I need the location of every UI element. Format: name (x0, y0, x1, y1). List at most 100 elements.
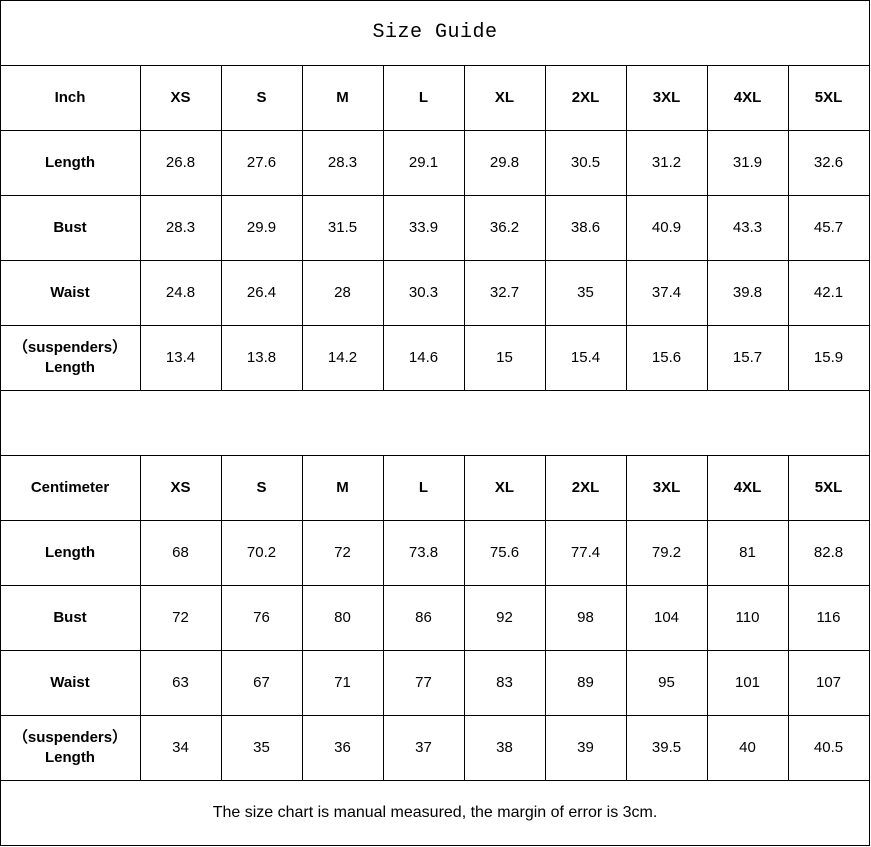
table-cell: 15.6 (651, 348, 682, 366)
grid-line (545, 65, 546, 390)
grid-line (383, 65, 384, 390)
size-header: M (336, 88, 349, 106)
table-cell: 42.1 (813, 283, 844, 301)
table-cell: 110 (735, 608, 760, 626)
table-cell: 26.8 (165, 153, 196, 171)
size-header: XL (494, 88, 515, 106)
table-cell: 32.7 (489, 283, 520, 301)
grid-line (626, 65, 627, 390)
size-header: L (418, 478, 429, 496)
grid-line (0, 455, 870, 456)
size-header: XS (170, 478, 191, 496)
size-header: L (418, 88, 429, 106)
row-label: Bust (53, 218, 87, 236)
table-cell: 26.4 (246, 283, 277, 301)
grid-line (383, 455, 384, 780)
table-cell: 39.5 (651, 738, 682, 756)
table-cell: 67 (253, 673, 270, 691)
size-header: 4XL (733, 478, 762, 496)
grid-line (0, 715, 870, 716)
grid-line (221, 65, 222, 390)
size-header: XL (494, 478, 515, 496)
grid-line (0, 390, 870, 391)
table-cell: 15.7 (732, 348, 763, 366)
table-cell: 28.3 (327, 153, 358, 171)
size-header: 3XL (652, 478, 681, 496)
table-cell: 38.6 (570, 218, 601, 236)
table-cell: 15.9 (813, 348, 844, 366)
table-cell: 75.6 (489, 543, 520, 561)
table-cell: 30.3 (408, 283, 439, 301)
table-cell: 80 (334, 608, 351, 626)
grid-line (707, 455, 708, 780)
grid-line (0, 130, 870, 131)
grid-line (0, 845, 870, 846)
table-cell: 79.2 (651, 543, 682, 561)
grid-line (626, 455, 627, 780)
row-label: Waist (50, 673, 90, 691)
table-cell: 40.5 (813, 738, 844, 756)
row-label: （suspenders） Length (12, 728, 128, 766)
table-cell: 15.4 (570, 348, 601, 366)
table-cell: 15 (496, 348, 513, 366)
grid-line (0, 325, 870, 326)
row-label: （suspenders） Length (12, 338, 128, 376)
table-cell: 29.9 (246, 218, 277, 236)
table-cell: 35 (577, 283, 594, 301)
table-cell: 70.2 (246, 543, 277, 561)
grid-line (0, 585, 870, 586)
unit-header: Centimeter (30, 478, 110, 496)
size-header: 2XL (571, 88, 600, 106)
grid-line (302, 65, 303, 390)
unit-header: Inch (54, 88, 86, 106)
grid-line (545, 455, 546, 780)
grid-line (0, 650, 870, 651)
table-cell: 81 (739, 543, 756, 561)
table-cell: 72 (334, 543, 351, 561)
size-header: 2XL (571, 478, 600, 496)
table-cell: 40.9 (651, 218, 682, 236)
table-cell: 92 (496, 608, 513, 626)
grid-line (0, 260, 870, 261)
table-cell: 30.5 (570, 153, 601, 171)
size-header: S (256, 88, 267, 106)
table-cell: 89 (577, 673, 594, 691)
size-header: 4XL (733, 88, 762, 106)
table-cell: 39.8 (732, 283, 763, 301)
row-label: Waist (50, 283, 90, 301)
footer-note: The size chart is manual measured, the m… (212, 803, 658, 821)
table-cell: 31.9 (732, 153, 763, 171)
table-cell: 107 (815, 673, 842, 691)
table-cell: 82.8 (813, 543, 844, 561)
size-header: S (256, 478, 267, 496)
table-cell: 36 (334, 738, 351, 756)
grid-line (0, 520, 870, 521)
grid-line (140, 65, 141, 390)
table-cell: 28 (334, 283, 351, 301)
table-cell: 39 (577, 738, 594, 756)
table-cell: 36.2 (489, 218, 520, 236)
table-cell: 13.4 (165, 348, 196, 366)
page-title: Size Guide (372, 20, 498, 44)
table-cell: 14.2 (327, 348, 358, 366)
grid-line (221, 455, 222, 780)
table-cell: 76 (253, 608, 270, 626)
table-cell: 77.4 (570, 543, 601, 561)
grid-line (0, 195, 870, 196)
row-label: Length (45, 543, 95, 561)
table-cell: 104 (653, 608, 680, 626)
table-cell: 116 (816, 608, 841, 626)
grid-line (0, 780, 870, 781)
table-cell: 28.3 (165, 218, 196, 236)
grid-line (0, 65, 870, 66)
grid-line (707, 65, 708, 390)
size-header: 5XL (814, 478, 843, 496)
table-cell: 14.6 (408, 348, 439, 366)
table-cell: 31.5 (327, 218, 358, 236)
table-cell: 32.6 (813, 153, 844, 171)
grid-line (0, 0, 1, 846)
table-cell: 63 (172, 673, 189, 691)
table-cell: 83 (496, 673, 513, 691)
table-cell: 27.6 (246, 153, 277, 171)
table-cell: 29.1 (408, 153, 439, 171)
